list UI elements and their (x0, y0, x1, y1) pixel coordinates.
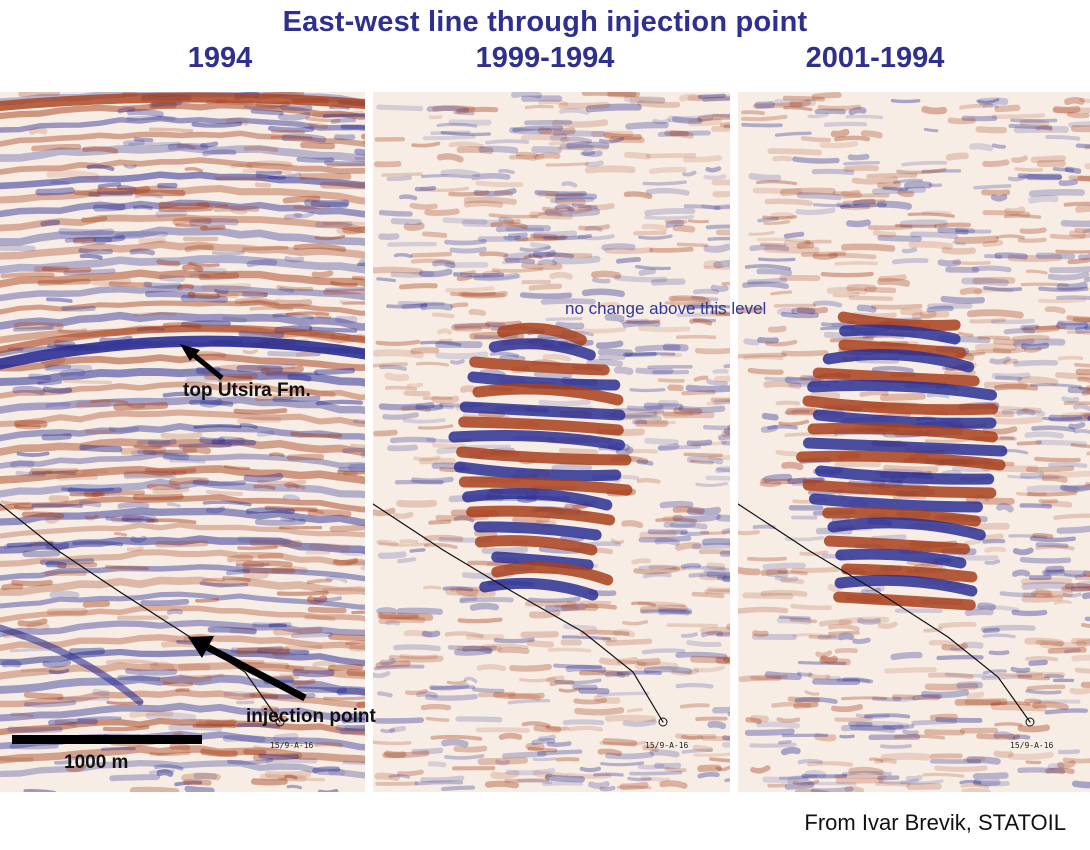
well-label-1994: 15/9-A-16 (270, 741, 314, 750)
panel-label-1994: 1994 (187, 42, 253, 74)
figure-title: East-west line through injection point (282, 6, 808, 38)
top-utsira-label: top Utsira Fm. (183, 380, 311, 401)
panel-label-1999-1994: 1999-1994 (475, 42, 615, 74)
scale-bar-label: 1000 m (64, 752, 129, 773)
injection-point-arrow (188, 636, 307, 702)
injection-point-label: injection point (246, 706, 376, 727)
well-label-2001-1994: 15/9-A-16 (1010, 741, 1054, 750)
seismic-panel-1999-1994 (373, 92, 730, 792)
seismic-section-2001-1994 (738, 92, 1090, 792)
scale-bar (12, 735, 202, 744)
well-label-1999-1994: 15/9-A-16 (645, 741, 689, 750)
seismic-panel-2001-1994 (738, 92, 1090, 792)
no-change-label: no change above this level (565, 299, 767, 318)
panel-label-2001-1994: 2001-1994 (805, 42, 945, 74)
top-utsira-arrow (180, 344, 224, 380)
image-credit: From Ivar Brevik, STATOIL (804, 810, 1066, 835)
seismic-section-1999-1994 (373, 92, 730, 792)
seismic-panel-1994 (0, 92, 365, 792)
seismic-section-1994 (0, 92, 365, 792)
